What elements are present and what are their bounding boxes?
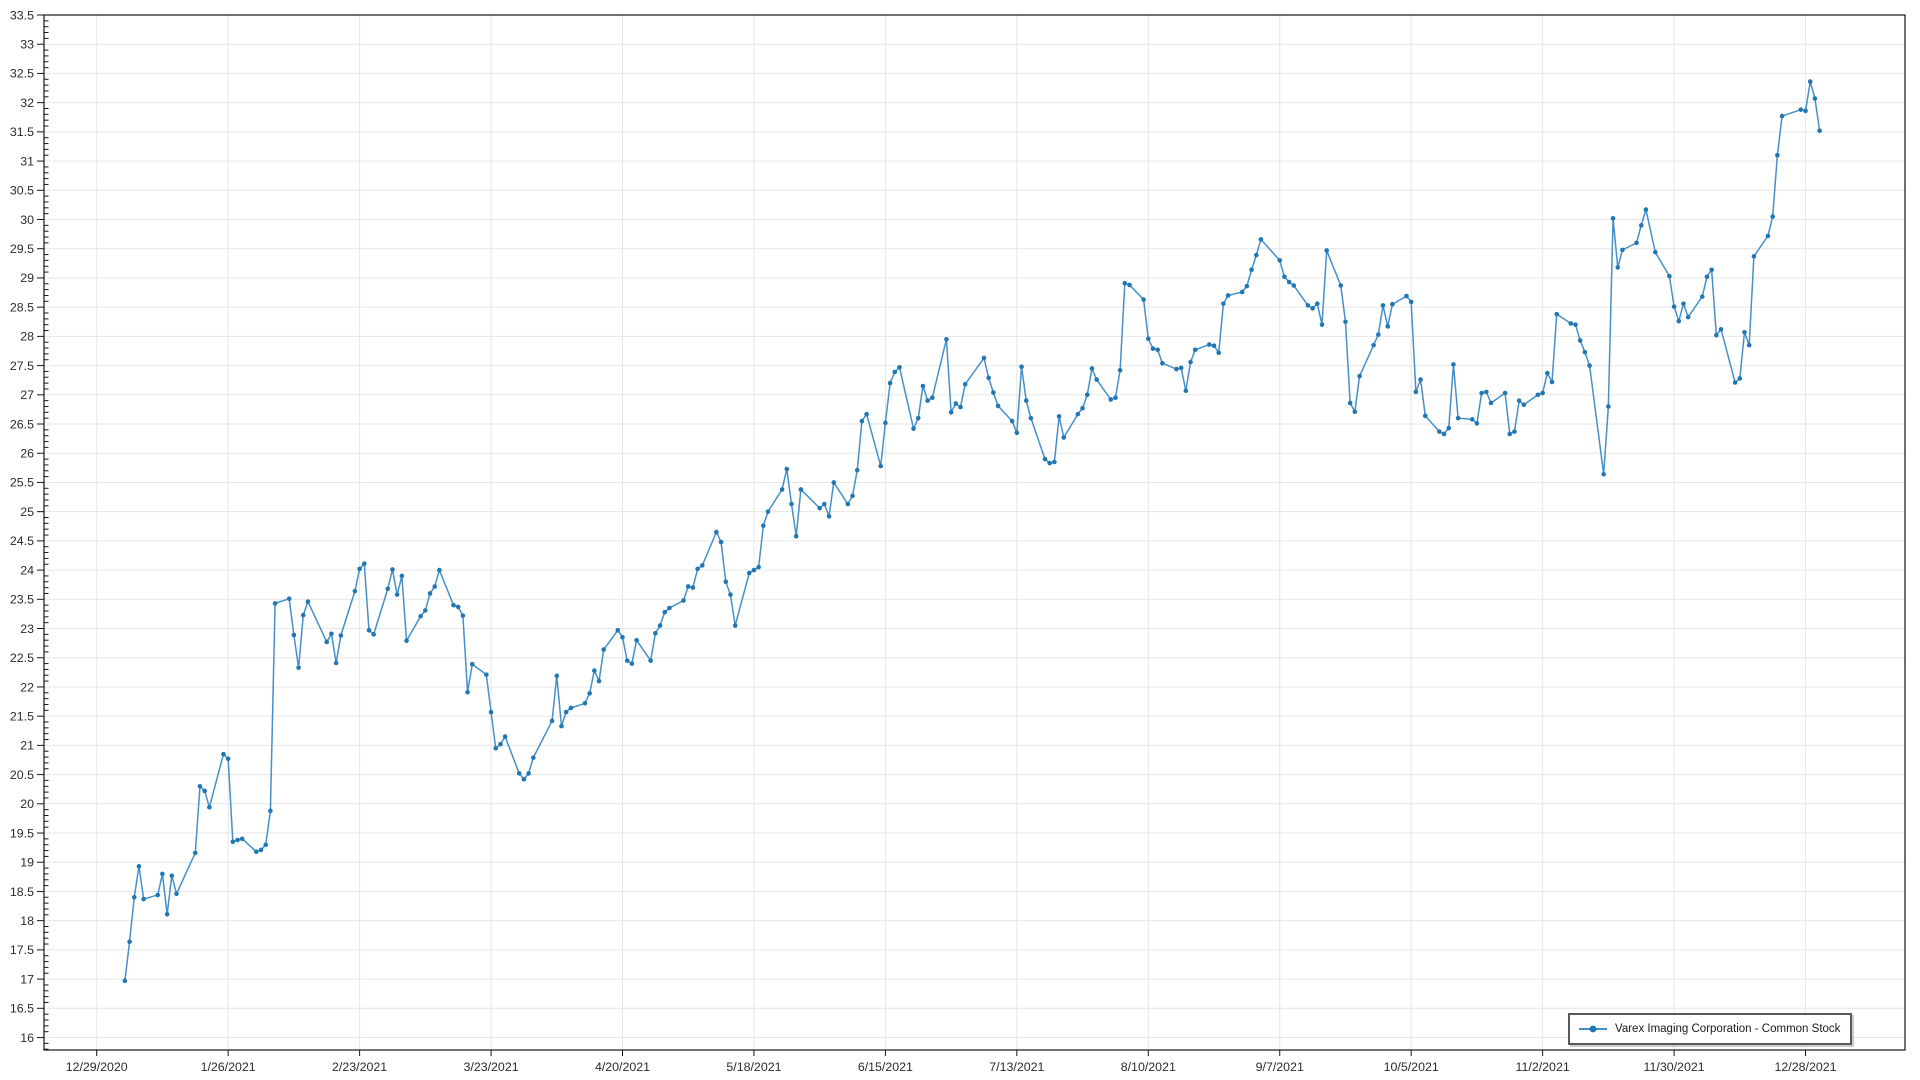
svg-text:7/13/2021: 7/13/2021 (989, 1060, 1044, 1074)
svg-text:17.5: 17.5 (10, 943, 34, 957)
legend-series-label: Varex Imaging Corporation - Common Stock (1615, 1023, 1841, 1035)
gridlines (44, 14, 1905, 1050)
svg-text:27.5: 27.5 (10, 359, 34, 373)
svg-text:24.5: 24.5 (10, 534, 34, 548)
svg-text:12/28/2021: 12/28/2021 (1775, 1060, 1837, 1074)
svg-text:24: 24 (20, 563, 34, 577)
svg-text:30: 30 (20, 213, 34, 227)
svg-text:3/23/2021: 3/23/2021 (463, 1060, 518, 1074)
axis-tick-labels: 12/29/2020 1/26/2021 2/23/2021 3/23/2021 4/2… (10, 8, 1837, 1074)
svg-text:6/15/2021: 6/15/2021 (858, 1060, 913, 1074)
svg-text:23.5: 23.5 (10, 593, 34, 607)
svg-text:26.5: 26.5 (10, 417, 34, 431)
svg-text:26: 26 (20, 447, 34, 461)
legend-series-icon (1579, 1025, 1607, 1033)
svg-text:16.5: 16.5 (10, 1002, 34, 1016)
svg-text:31: 31 (20, 154, 34, 168)
svg-text:22.5: 22.5 (10, 651, 34, 665)
svg-text:11/30/2021: 11/30/2021 (1644, 1060, 1705, 1074)
svg-text:32.5: 32.5 (10, 67, 34, 81)
svg-text:16: 16 (20, 1031, 34, 1045)
svg-text:19: 19 (20, 856, 34, 870)
svg-text:5/18/2021: 5/18/2021 (726, 1060, 781, 1074)
svg-text:31.5: 31.5 (10, 125, 34, 139)
svg-text:28: 28 (20, 330, 34, 344)
svg-text:21: 21 (20, 739, 34, 753)
svg-text:32: 32 (20, 96, 34, 110)
price-series (122, 79, 1822, 984)
svg-text:4/20/2021: 4/20/2021 (595, 1060, 650, 1074)
svg-text:25: 25 (20, 505, 34, 519)
svg-text:29.5: 29.5 (10, 242, 34, 256)
svg-text:11/2/2021: 11/2/2021 (1516, 1060, 1570, 1074)
svg-text:33: 33 (20, 38, 34, 52)
axis-ticks (37, 14, 1807, 1056)
svg-text:29: 29 (20, 271, 34, 285)
svg-text:1/26/2021: 1/26/2021 (201, 1060, 256, 1074)
svg-text:18: 18 (20, 914, 34, 928)
legend-box: Varex Imaging Corporation - Common Stock (1568, 1013, 1853, 1045)
svg-text:22: 22 (20, 680, 34, 694)
svg-text:20: 20 (20, 797, 34, 811)
svg-text:33.5: 33.5 (10, 8, 34, 22)
svg-text:28.5: 28.5 (10, 300, 34, 314)
svg-text:21.5: 21.5 (10, 709, 34, 723)
svg-text:8/10/2021: 8/10/2021 (1121, 1060, 1176, 1074)
svg-text:25.5: 25.5 (10, 476, 34, 490)
svg-text:30.5: 30.5 (10, 184, 34, 198)
svg-text:18.5: 18.5 (10, 885, 34, 899)
svg-text:17: 17 (20, 972, 34, 986)
svg-text:9/7/2021: 9/7/2021 (1256, 1060, 1304, 1074)
price-markers (122, 79, 1822, 984)
svg-text:20.5: 20.5 (10, 768, 34, 782)
svg-text:12/29/2020: 12/29/2020 (66, 1060, 128, 1074)
svg-text:27: 27 (20, 388, 34, 402)
svg-text:10/5/2021: 10/5/2021 (1384, 1060, 1439, 1074)
plot-border (43, 14, 1906, 1051)
svg-text:2/23/2021: 2/23/2021 (332, 1060, 387, 1074)
svg-text:23: 23 (20, 622, 34, 636)
svg-text:19.5: 19.5 (10, 826, 34, 840)
